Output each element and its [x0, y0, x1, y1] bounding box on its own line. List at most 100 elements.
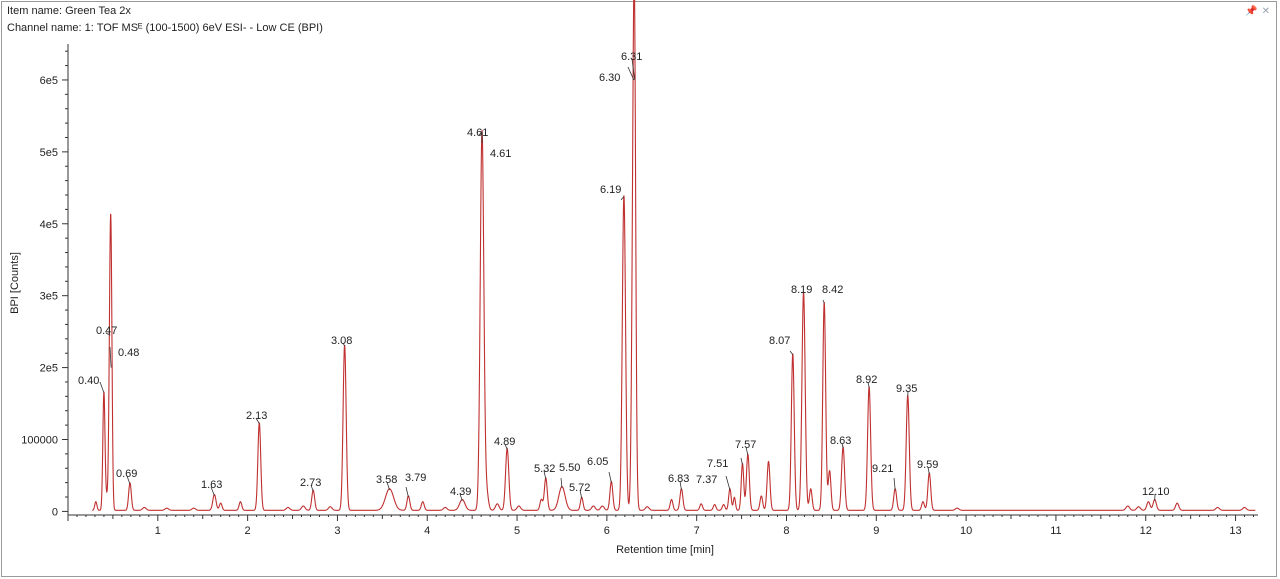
peak-leader-line — [725, 475, 731, 490]
y-tick-label: 2e5 — [40, 363, 58, 375]
peak-annotation: 4.61 — [467, 127, 488, 139]
y-tick-label: 3e5 — [40, 291, 58, 303]
peak-leader-line — [478, 131, 483, 136]
peak-leader-line — [105, 332, 111, 336]
peak-annotation: 4.61 — [481, 131, 511, 160]
peak-label: 6.05 — [587, 456, 608, 468]
x-tick-label: 5 — [514, 525, 520, 537]
peak-annotation: 6.30 — [599, 66, 635, 84]
peak-annotation: 6.31 — [621, 51, 642, 81]
close-icon[interactable]: ✕ — [1261, 5, 1270, 17]
peak-leader-line — [927, 466, 930, 475]
y-tick-label: 4e5 — [40, 219, 58, 231]
peak-label: 4.61 — [467, 127, 488, 139]
x-tick-label: 4 — [424, 525, 430, 537]
peak-annotation: 5.32 — [534, 463, 555, 480]
peak-annotation: 7.37 — [696, 474, 731, 490]
peak-annotation: 7.57 — [735, 439, 756, 456]
peak-leader-line — [109, 346, 112, 368]
peak-leader-line — [841, 442, 844, 449]
peak-label: 9.21 — [872, 463, 893, 475]
peak-annotation: 8.63 — [830, 435, 851, 449]
peak-label: 1.63 — [201, 479, 222, 491]
peak-label: 8.42 — [822, 284, 843, 296]
peak-leader-line — [631, 58, 636, 81]
peak-leader-line — [608, 471, 612, 483]
peak-label: 0.48 — [118, 347, 139, 359]
peak-leader-line — [543, 470, 547, 480]
peak-label: 4.89 — [494, 436, 515, 448]
peak-annotation: 8.42 — [822, 284, 843, 304]
y-tick-label: 0 — [52, 506, 58, 518]
channel-name-label: Channel name: 1: TOF MSᴱ (100-1500) 6eV … — [7, 22, 323, 34]
y-tick-label: 5e5 — [40, 147, 58, 159]
bpi-trace — [92, 0, 1256, 511]
peak-leader-line — [579, 489, 583, 499]
peak-annotation: 3.58 — [376, 474, 397, 490]
peak-leader-line — [620, 196, 625, 201]
peak-leader-line — [789, 350, 794, 355]
peak-leader-line — [740, 457, 743, 465]
peak-label: 2.13 — [246, 410, 267, 422]
peak-label: 0.69 — [116, 468, 137, 480]
x-tick-label: 11 — [1050, 525, 1061, 537]
peak-label: 0.40 — [78, 375, 99, 387]
peak-annotation: 8.92 — [856, 374, 877, 388]
peak-annotation: 12.10 — [1142, 486, 1170, 501]
peak-annotation: 0.48 — [109, 346, 139, 368]
peak-label: 8.63 — [830, 435, 851, 447]
trace-layer — [92, 0, 1256, 511]
peak-leader-line — [405, 486, 409, 498]
peak-annotation: 9.59 — [917, 459, 938, 475]
peak-annotation: 0.47 — [96, 325, 117, 337]
peak-leader-line — [504, 443, 508, 450]
peak-annotation: 8.19 — [791, 284, 812, 296]
peak-leader-line — [679, 480, 682, 490]
peak-annotation: 6.83 — [668, 473, 689, 490]
peak-label: 2.73 — [300, 477, 321, 489]
peak-leader-line — [126, 475, 131, 485]
peak-annotation: 5.72 — [569, 482, 590, 499]
peak-annotation: 7.51 — [707, 457, 743, 470]
peak-label: 9.35 — [896, 383, 917, 395]
peak-label: 5.50 — [559, 462, 580, 474]
peak-leader-line — [801, 291, 804, 294]
peak-label: 8.92 — [856, 374, 877, 386]
x-tick-label: 3 — [334, 525, 340, 537]
peak-label: 7.51 — [707, 458, 728, 470]
peak-leader-line — [745, 446, 749, 456]
peak-labels: 0.40 0.470.48 0.69 1.63 2.13 2.73 3.08 3.58 3.79… — [78, 51, 1170, 501]
peak-leader-line — [893, 477, 896, 490]
peak-label: 3.08 — [331, 335, 352, 347]
x-tick-label: 8 — [783, 525, 789, 537]
peak-annotation: 9.21 — [872, 463, 896, 490]
peak-label: 5.72 — [569, 482, 590, 494]
x-tick-label: 6 — [604, 525, 610, 537]
peak-annotation: 6.05 — [587, 456, 612, 483]
peak-annotation: 5.50 — [559, 462, 580, 488]
x-tick-label: 2 — [245, 525, 251, 537]
peak-annotation: 4.39 — [450, 486, 471, 501]
x-tick-label: 12 — [1140, 525, 1152, 537]
peak-leader-line — [867, 381, 870, 388]
x-axis-title: Retention time [min] — [616, 544, 714, 556]
x-tick-label: 13 — [1229, 525, 1241, 537]
peak-label: 6.31 — [621, 51, 642, 63]
peak-leader-line — [627, 66, 635, 81]
y-axis-title: BPI [Counts] — [9, 252, 21, 314]
pin-icon[interactable]: 📌 — [1245, 5, 1258, 17]
peak-leader-line — [210, 486, 215, 496]
peak-label: 6.83 — [668, 473, 689, 485]
peak-label: 8.07 — [769, 335, 790, 347]
peak-annotation: 3.79 — [405, 472, 426, 498]
peak-label: 9.59 — [917, 459, 938, 471]
x-tick-label: 10 — [960, 525, 972, 537]
peak-label: 6.30 — [599, 72, 620, 84]
peak-label: 3.58 — [376, 474, 397, 486]
y-tick-label: 6e5 — [40, 75, 58, 87]
peak-annotation: 3.08 — [331, 335, 352, 347]
peak-label: 4.39 — [450, 486, 471, 498]
